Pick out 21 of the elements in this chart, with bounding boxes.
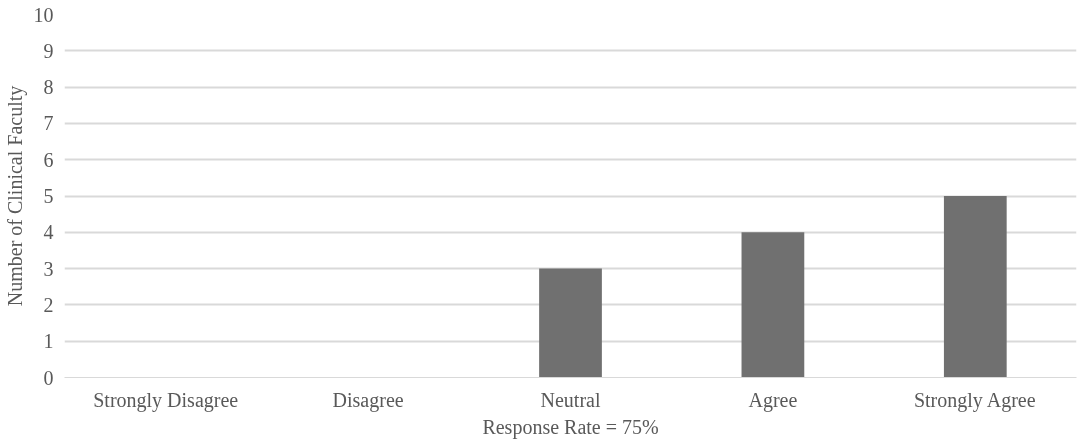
y-axis-title: Number of Clinical Faculty [3, 85, 27, 307]
y-tick-label: 9 [43, 39, 54, 62]
x-tick-label: Neutral [540, 388, 601, 411]
y-tick-label: 10 [33, 3, 54, 26]
bar [741, 232, 805, 378]
y-tick-label: 7 [43, 112, 54, 135]
x-axis-title: Response Rate = 75% [482, 415, 659, 439]
bar [943, 196, 1007, 378]
bar [539, 268, 602, 378]
x-tick-label: Strongly Disagree [93, 388, 239, 412]
y-tick-label: 5 [43, 185, 54, 207]
y-tick-label: 1 [43, 330, 54, 353]
y-tick-label: 0 [43, 366, 54, 389]
y-tick-label: 6 [43, 148, 54, 171]
x-tick-label: Disagree [332, 388, 404, 412]
y-tick-label: 2 [43, 293, 54, 316]
y-tick-label: 4 [43, 221, 54, 244]
y-tick-label: 8 [43, 76, 54, 99]
x-tick-label: Strongly Agree [913, 388, 1036, 412]
x-tick-label: Agree [748, 388, 798, 412]
y-tick-label: 3 [43, 257, 54, 280]
